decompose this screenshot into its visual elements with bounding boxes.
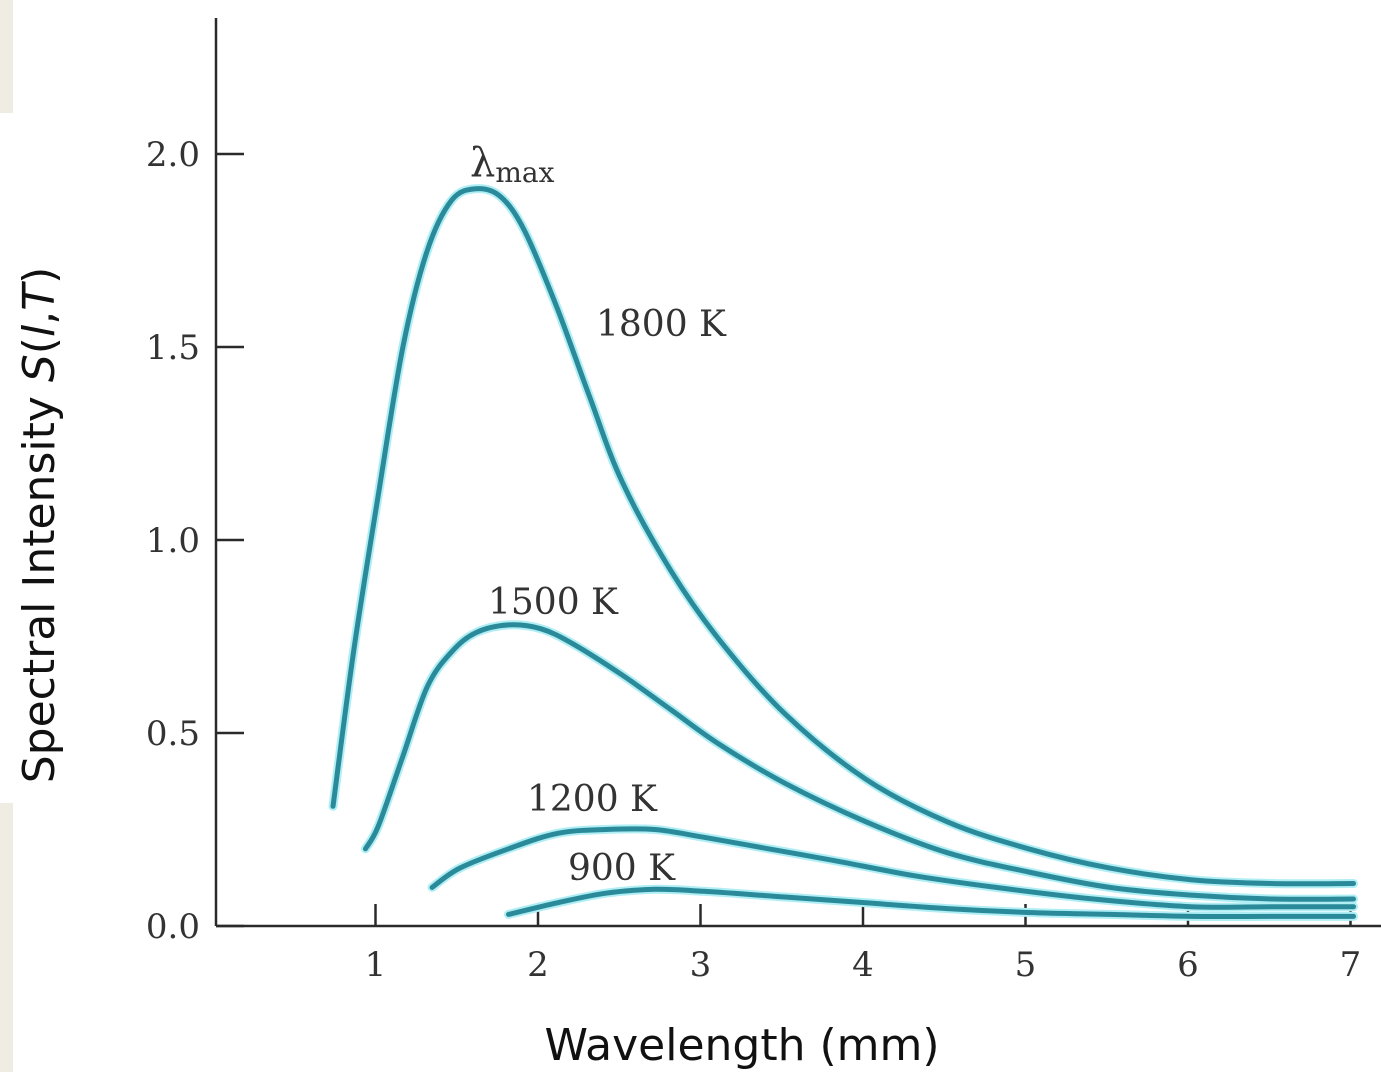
- series-glow-1800k: [328, 184, 1358, 889]
- series-glow-1500k: [361, 620, 1358, 904]
- x-tick-label: 2: [527, 945, 549, 985]
- lambda-subscript: max: [495, 156, 554, 189]
- lambda-max-annotation: λmax: [470, 140, 555, 189]
- left-edge-strip-bottom: [0, 803, 13, 1072]
- x-tick-label: 4: [852, 945, 874, 985]
- left-edge-strip-top: [0, 0, 13, 113]
- y-axis-title-close: ): [14, 267, 65, 284]
- y-axis-title-comma: ,: [14, 311, 65, 325]
- y-tick-label: 1.5: [146, 328, 200, 368]
- y-ticks: 0.0 0.5 1.0 1.5 2.0: [146, 135, 244, 947]
- y-tick-label: 2.0: [146, 135, 200, 175]
- y-tick-label: 0.0: [146, 907, 200, 947]
- series-label-1200k: 1200 K: [527, 779, 658, 820]
- x-tick-label: 7: [1340, 945, 1362, 985]
- y-axis-title-open: (: [14, 337, 65, 354]
- y-axis-title-t: T: [14, 281, 65, 311]
- series-label-1500k: 1500 K: [488, 582, 619, 623]
- x-tick-label: 3: [690, 945, 712, 985]
- curves: [328, 184, 1358, 922]
- x-ticks: 1 2 3 4 5 6 7: [365, 904, 1362, 985]
- y-axis-title-prefix: Spectral Intensity: [14, 382, 65, 783]
- y-axis-title-s: S: [14, 354, 65, 382]
- series-label-1800k: 1800 K: [596, 304, 727, 345]
- y-tick-label: 1.0: [146, 521, 200, 561]
- series-line-900k: [506, 886, 1356, 920]
- x-axis-title: Wavelength (mm): [544, 1020, 939, 1071]
- y-axis-title: Spectral Intensity S(l,T): [14, 267, 65, 784]
- series-line-1800k: [330, 186, 1356, 887]
- series-label-900k: 900 K: [568, 848, 676, 889]
- x-tick-label: 1: [365, 945, 387, 985]
- lambda-symbol: λ: [470, 140, 495, 186]
- y-tick-label: 0.5: [146, 714, 200, 754]
- x-tick-label: 6: [1177, 945, 1199, 985]
- y-axis-title-l: l: [14, 324, 65, 337]
- x-tick-label: 5: [1015, 945, 1037, 985]
- series-line-1500k: [363, 622, 1356, 902]
- series-line-1200k: [429, 826, 1356, 910]
